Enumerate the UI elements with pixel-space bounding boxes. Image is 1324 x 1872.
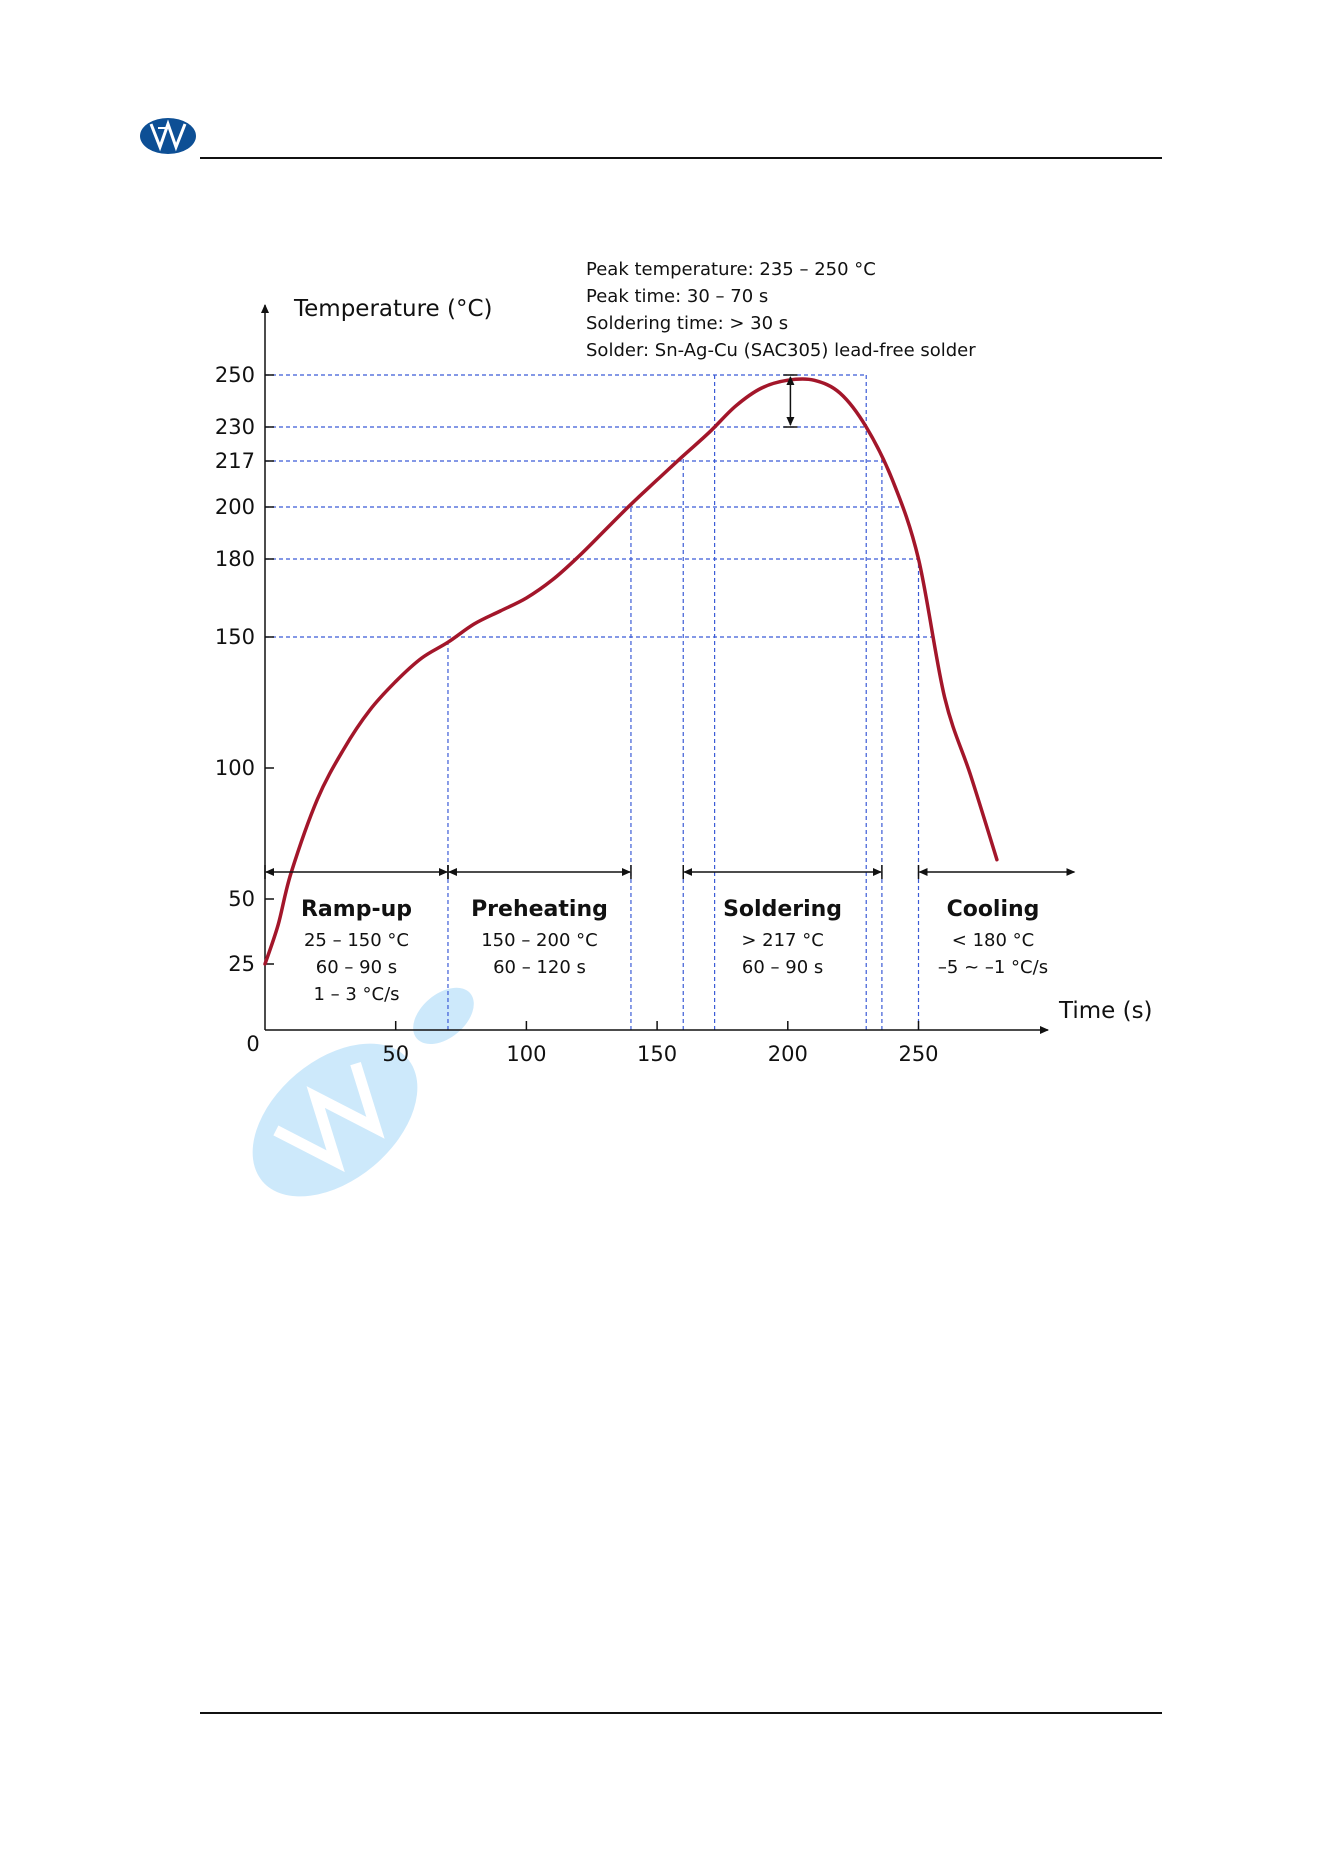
annotation-line: Peak time: 30 – 70 s xyxy=(586,286,768,307)
company-logo-icon xyxy=(140,118,196,154)
tick-labels: 0 50 100 150 200 250 25 50 100 150 180 200 217 230 250 xyxy=(215,363,939,1066)
phase-name: Ramp-up xyxy=(301,897,412,922)
phase-detail: > 217 °C xyxy=(741,930,823,951)
annotation-line: Soldering time: > 30 s xyxy=(586,313,788,334)
annotation-line: Peak temperature: 235 – 250 °C xyxy=(586,259,876,280)
phase-name: Preheating xyxy=(471,897,608,922)
phase-name: Soldering xyxy=(723,897,842,922)
phase-detail: 60 – 90 s xyxy=(316,957,397,978)
phase-detail: 1 – 3 °C/s xyxy=(313,984,399,1005)
peak-range-marker xyxy=(783,374,798,428)
annotation-line: Solder: Sn-Ag-Cu (SAC305) lead-free sold… xyxy=(586,340,976,361)
y-tick-label: 180 xyxy=(215,547,255,571)
phase-detail: 60 – 120 s xyxy=(493,957,586,978)
phase-detail: 150 – 200 °C xyxy=(481,930,597,951)
x-tick-label: 50 xyxy=(382,1042,409,1066)
y-tick-label: 150 xyxy=(215,625,255,649)
x-tick-label: 250 xyxy=(898,1042,938,1066)
y-tick-label: 100 xyxy=(215,756,255,780)
guide-lines xyxy=(265,374,935,1030)
phase-detail: < 180 °C xyxy=(952,930,1034,951)
y-axis-label: Temperature (°C) xyxy=(293,296,493,322)
x-tick-label: 100 xyxy=(506,1042,546,1066)
x-tick-label: 0 xyxy=(246,1032,259,1056)
y-tick-label: 50 xyxy=(228,887,255,911)
peak-info-box: Peak temperature: 235 – 250 °C Peak time… xyxy=(586,259,976,361)
phase-detail: 60 – 90 s xyxy=(742,957,823,978)
y-tick-label: 200 xyxy=(215,495,255,519)
phase-name: Cooling xyxy=(947,897,1040,922)
x-axis-label: Time (s) xyxy=(1058,998,1153,1024)
y-tick-label: 250 xyxy=(215,363,255,387)
phase-detail: 25 – 150 °C xyxy=(304,930,409,951)
phase-annotations: Ramp-up 25 – 150 °C 60 – 90 s 1 – 3 °C/s Pre… xyxy=(264,865,1076,1005)
y-tick-label: 230 xyxy=(215,415,255,439)
header-rule xyxy=(200,157,1162,159)
x-tick-label: 200 xyxy=(768,1042,808,1066)
temperature-curve xyxy=(263,377,999,966)
y-tick-label: 25 xyxy=(228,952,255,976)
phase-detail: –5 ~ –1 °C/s xyxy=(938,957,1048,978)
y-tick-label: 217 xyxy=(215,449,255,473)
x-tick-label: 150 xyxy=(637,1042,677,1066)
footer-rule xyxy=(200,1712,1162,1714)
